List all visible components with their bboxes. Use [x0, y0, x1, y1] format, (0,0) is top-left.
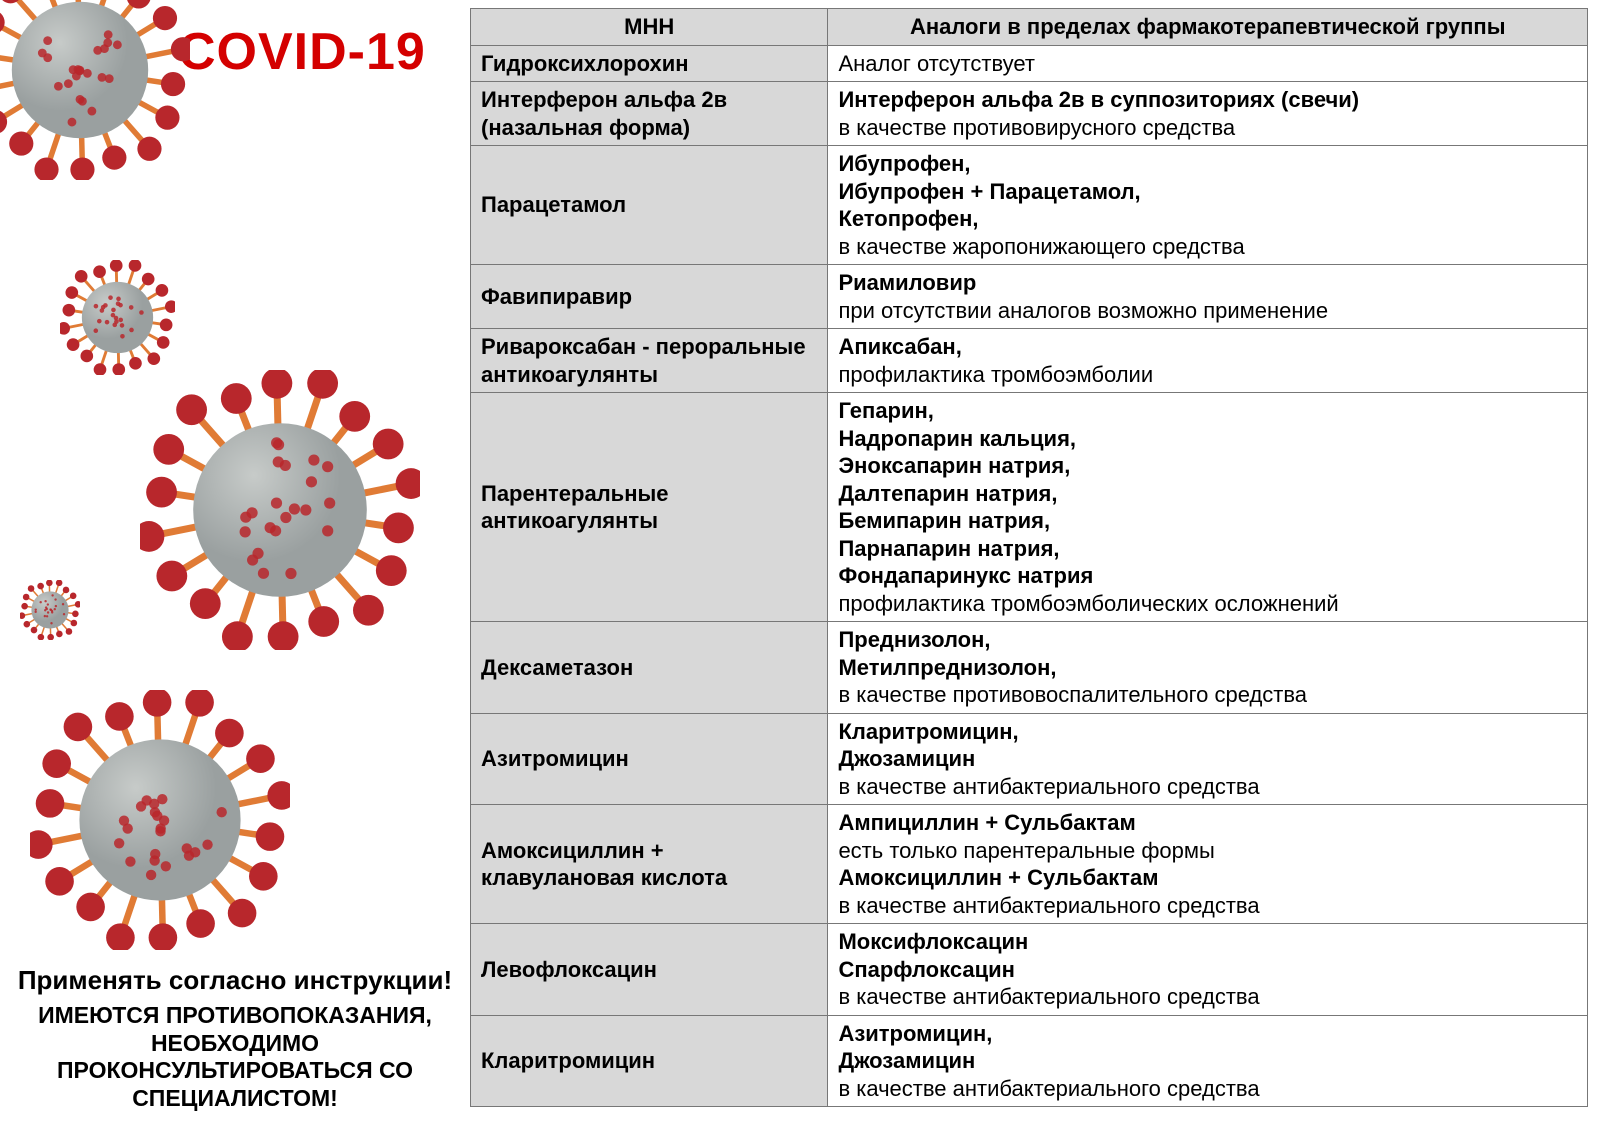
table-row: Амоксициллин + клавулановая кислотаАмпиц… [471, 805, 1588, 924]
analog-line: Интерферон альфа 2в в суппозиториях (све… [838, 87, 1359, 112]
warning-line-2: ИМЕЮТСЯ ПРОТИВОПОКАЗАНИЯ, НЕОБХОДИМО ПРО… [0, 1002, 470, 1112]
table-row: Кларитромицин Азитромицин,Джозамицин в кач… [471, 1015, 1588, 1107]
cell-inn: Ривароксабан - пероральные антикоагулянт… [471, 329, 828, 393]
virus-icon [20, 580, 80, 640]
virus-icon [30, 690, 290, 950]
cell-inn: Дексаметазон [471, 622, 828, 714]
analog-line: Парнапарин натрия, [838, 536, 1059, 561]
cell-inn: Кларитромицин [471, 1015, 828, 1107]
analog-line: при отсутствии аналогов возможно примене… [838, 298, 1328, 323]
col-header-analogs: Аналоги в пределах фармакотерапевтическо… [828, 9, 1588, 46]
cell-analog: Аналог отсутствует [828, 45, 1588, 82]
drug-analogs-table: МНН Аналоги в пределах фармакотерапевтич… [470, 8, 1588, 1107]
analog-line: Спарфлоксацин [838, 957, 1014, 982]
cell-inn: Гидроксихлорохин [471, 45, 828, 82]
cell-inn: Левофлоксацин [471, 924, 828, 1016]
cell-inn: Парентеральные антикоагулянты [471, 393, 828, 622]
virus-icon [140, 370, 420, 650]
cell-analog: Ибупрофен, Ибупрофен + Парацетамол,Кетопр… [828, 146, 1588, 265]
analog-line: в качестве антибактериального средства [838, 893, 1259, 918]
warning-line-1: Применять согласно инструкции! [0, 965, 470, 996]
analog-line: Метилпреднизолон, [838, 655, 1056, 680]
analog-line: Джозамицин [838, 1048, 975, 1073]
cell-analog: Кларитромицин,Джозамицин в качестве антиб… [828, 713, 1588, 805]
analog-line: Далтепарин натрия, [838, 481, 1057, 506]
analog-line: в качестве противовирусного средства [838, 115, 1235, 140]
cell-inn: Интерферон альфа 2в (назальная форма) [471, 82, 828, 146]
virus-icon [60, 260, 175, 375]
analog-line: Надропарин кальция, [838, 426, 1076, 451]
cell-inn: Азитромицин [471, 713, 828, 805]
analog-line: в качестве антибактериального средства [838, 1076, 1259, 1101]
analog-line: Амоксициллин + Сульбактам [838, 865, 1158, 890]
table-row: Интерферон альфа 2в (назальная форма) Инт… [471, 82, 1588, 146]
cell-analog: Риамиловир при отсутствии аналогов возмож… [828, 265, 1588, 329]
analog-line: в качестве противовоспалительного средст… [838, 682, 1307, 707]
analog-line: Джозамицин [838, 746, 975, 771]
analog-line: Преднизолон, [838, 627, 990, 652]
col-header-inn: МНН [471, 9, 828, 46]
table-row: Азитромицин Кларитромицин,Джозамицин в кач… [471, 713, 1588, 805]
analog-line: Ампициллин + Сульбактам [838, 810, 1135, 835]
cell-analog: Ампициллин + Сульбактам есть только парен… [828, 805, 1588, 924]
analog-line: Бемипарин натрия, [838, 508, 1050, 533]
analog-line: Риамиловир [838, 270, 976, 295]
analog-line: Апиксабан, [838, 334, 961, 359]
cell-inn: Амоксициллин + клавулановая кислота [471, 805, 828, 924]
analog-line: Ибупрофен + Парацетамол, [838, 179, 1140, 204]
analog-line: Фондапаринукс натрия [838, 563, 1093, 588]
left-panel: COVID-19 Применять согласно инструкции! … [0, 0, 470, 1128]
cell-analog: Гепарин, Надропарин кальция,Эноксапарин н… [828, 393, 1588, 622]
analog-line: Кетопрофен, [838, 206, 978, 231]
analog-line: в качестве антибактериального средства [838, 774, 1259, 799]
table-header-row: МНН Аналоги в пределах фармакотерапевтич… [471, 9, 1588, 46]
analog-line: профилактика тромбоэмболии [838, 362, 1153, 387]
table-row: Дексаметазон Преднизолон, Метилпреднизолон… [471, 622, 1588, 714]
table-row: Парентеральные антикоагулянты Гепарин, Над… [471, 393, 1588, 622]
analog-line: Азитромицин, [838, 1021, 992, 1046]
cell-inn: Парацетамол [471, 146, 828, 265]
cell-analog: Преднизолон, Метилпреднизолон,в качестве … [828, 622, 1588, 714]
table-row: Ривароксабан - пероральные антикоагулянт… [471, 329, 1588, 393]
analog-line: в качестве жаропонижающего средства [838, 234, 1244, 259]
table-row: Левофлоксацин Моксифлоксацин Спарфлоксацин… [471, 924, 1588, 1016]
table-body: Гидроксихлорохин Аналог отсутствует Интерф… [471, 45, 1588, 1107]
analog-line: Кларитромицин, [838, 719, 1018, 744]
analog-line: в качестве антибактериального средства [838, 984, 1259, 1009]
table-row: Фавипиравир Риамиловир при отсутствии анал… [471, 265, 1588, 329]
analog-line: есть только парентеральные формы [838, 838, 1214, 863]
analog-line: профилактика тромбоэмболических осложнен… [838, 591, 1338, 616]
table-row: Гидроксихлорохин Аналог отсутствует [471, 45, 1588, 82]
analog-line: Моксифлоксацин [838, 929, 1028, 954]
cell-analog: Азитромицин,Джозамицин в качестве антибак… [828, 1015, 1588, 1107]
analog-line: Ибупрофен, [838, 151, 970, 176]
analog-line: Аналог отсутствует [838, 51, 1035, 76]
warning-block: Применять согласно инструкции! ИМЕЮТСЯ П… [0, 965, 470, 1112]
cell-inn: Фавипиравир [471, 265, 828, 329]
analog-line: Эноксапарин натрия, [838, 453, 1070, 478]
table-row: Парацетамол Ибупрофен, Ибупрофен + Парацет… [471, 146, 1588, 265]
analog-line: Гепарин, [838, 398, 933, 423]
page-title: COVID-19 [178, 22, 426, 82]
right-panel: МНН Аналоги в пределах фармакотерапевтич… [470, 0, 1600, 1128]
cell-analog: Моксифлоксацин Спарфлоксацинв качестве ан… [828, 924, 1588, 1016]
virus-icon [0, 0, 190, 180]
cell-analog: Интерферон альфа 2в в суппозиториях (све… [828, 82, 1588, 146]
cell-analog: Апиксабан, профилактика тромбоэмболии [828, 329, 1588, 393]
